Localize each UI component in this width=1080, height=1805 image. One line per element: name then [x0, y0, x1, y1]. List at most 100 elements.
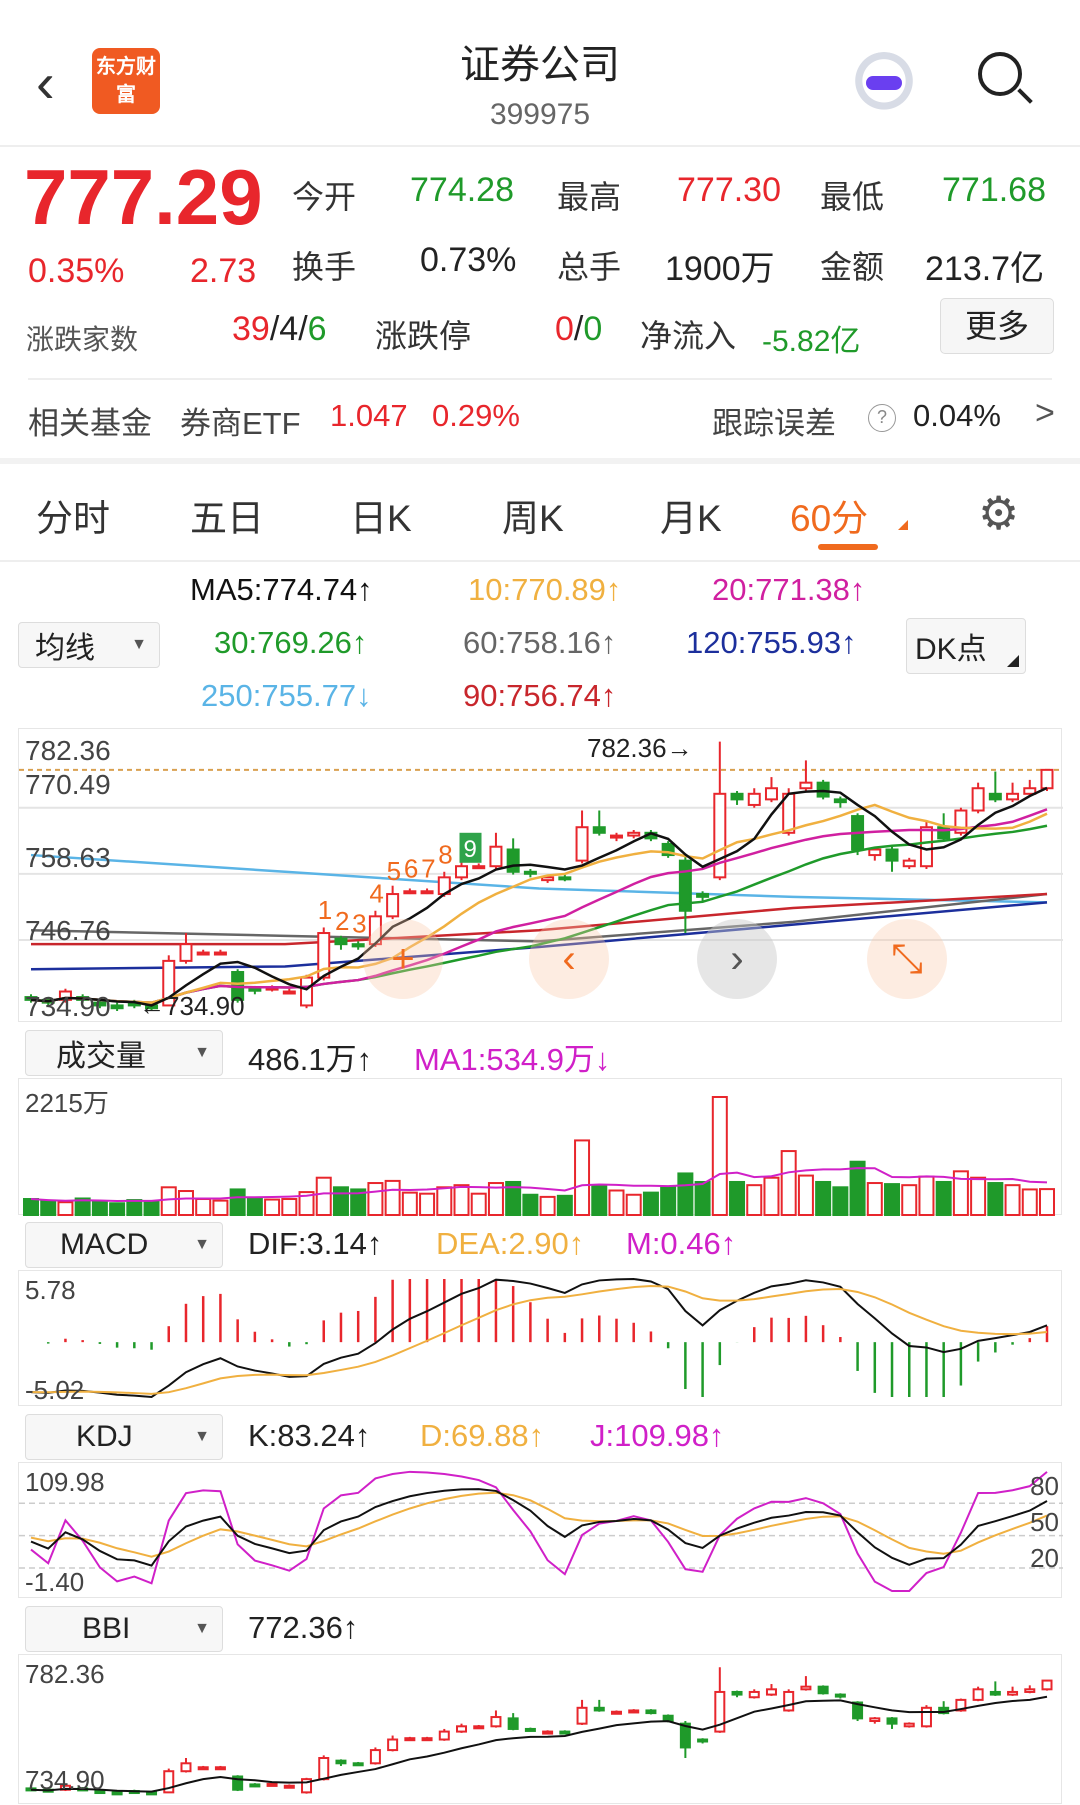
- tracking-value: 0.04%: [913, 398, 1001, 433]
- td-count-marker: 5: [387, 856, 401, 886]
- kline-candle: [747, 792, 761, 806]
- kdj-k-line: [30, 1488, 1048, 1567]
- help-icon[interactable]: ?: [868, 404, 896, 432]
- bbi-candle: [318, 1757, 330, 1781]
- bbi-candle: [576, 1706, 588, 1725]
- fullscreen-button[interactable]: ⤡: [867, 919, 947, 999]
- tab-monthly-k[interactable]: 月K: [660, 498, 722, 539]
- bbi-candle: [146, 1791, 158, 1796]
- tab-60min[interactable]: 60分: [790, 498, 869, 539]
- kline-candle: [627, 831, 641, 837]
- volume-bar: [608, 1189, 625, 1216]
- more-button[interactable]: 更多: [940, 298, 1054, 354]
- tab-daily-k[interactable]: 日K: [350, 498, 412, 539]
- fund-label: 相关基金: [28, 406, 152, 441]
- chevron-left-icon: ‹: [562, 936, 576, 981]
- ma90-line: [31, 892, 1048, 946]
- td-count-marker: 3: [352, 908, 366, 938]
- kline-candle: [58, 990, 72, 1001]
- bbi-chart: 782.36 734.90: [18, 1654, 1062, 1804]
- bbi-candle: [369, 1749, 381, 1765]
- kline-candle: [386, 893, 400, 918]
- search-icon[interactable]: [978, 52, 1034, 108]
- bbi-candle: [1007, 1690, 1019, 1696]
- volume-bar: [677, 1172, 694, 1216]
- volume-bar: [987, 1182, 1004, 1216]
- td-count-marker: 4: [369, 878, 383, 908]
- volume-bar: [884, 1183, 901, 1216]
- volume-bar: [487, 1182, 504, 1216]
- scroll-left-button[interactable]: ‹: [529, 919, 609, 999]
- macd-dea-line: [30, 1284, 1048, 1395]
- volume-bar: [1039, 1188, 1055, 1216]
- td-count-marker: 7: [421, 853, 435, 883]
- back-button[interactable]: ‹: [36, 51, 55, 114]
- volume-selector[interactable]: 成交量 ▼: [25, 1030, 223, 1076]
- ma-selector[interactable]: 均线 ▼: [18, 622, 160, 668]
- ma-legend-20: 20:771.38↑: [712, 572, 866, 607]
- volume-bar: [229, 1188, 246, 1216]
- bbi-candle: [869, 1717, 881, 1723]
- zoom-in-button[interactable]: +: [363, 919, 443, 999]
- kline-candle: [213, 951, 227, 956]
- tab-intraday[interactable]: 分时: [36, 498, 110, 539]
- scroll-right-button[interactable]: ›: [697, 919, 777, 999]
- kline-candle: [713, 792, 727, 879]
- kline-candle: [472, 865, 486, 870]
- bbi-candle: [903, 1722, 915, 1728]
- volume-bar: [970, 1176, 987, 1216]
- ma60-line: [30, 892, 1048, 943]
- kline-candle: [506, 848, 520, 873]
- breadth-value: 39/4/6: [232, 310, 327, 349]
- expand-icon: ⤡: [891, 936, 923, 981]
- kline-candle: [592, 826, 606, 834]
- bbi-candle: [645, 1709, 657, 1715]
- related-fund-row[interactable]: 相关基金 券商ETF 1.047 0.29% 跟踪误差 ? 0.04% >: [0, 390, 1080, 450]
- fund-pct: 0.29%: [432, 398, 520, 433]
- change-pct: 0.35%: [28, 252, 125, 290]
- kline-candle: [558, 876, 572, 881]
- kline-candle: [248, 987, 262, 992]
- volume-label: 总手: [557, 249, 622, 285]
- volume-value: 486.1万↑: [248, 1042, 373, 1077]
- page-title: 证券公司: [460, 43, 620, 87]
- kline-candle: [455, 865, 469, 879]
- bbi-candle: [507, 1717, 519, 1730]
- tab-five-day[interactable]: 五日: [190, 498, 264, 539]
- tab-weekly-k[interactable]: 周K: [502, 498, 564, 539]
- kline-candle: [988, 792, 1002, 801]
- kdj-top-label: 109.98: [25, 1467, 105, 1497]
- kline-candle: [696, 893, 710, 898]
- kline-candle: [730, 792, 744, 801]
- robot-assistant-icon[interactable]: [852, 52, 916, 116]
- macd-selector[interactable]: MACD ▼: [25, 1222, 223, 1268]
- volume-bar: [298, 1191, 315, 1216]
- macd-svg: [30, 1277, 1049, 1399]
- last-price: 777.29: [24, 153, 263, 241]
- volume-bar: [591, 1185, 608, 1216]
- volume-bar: [453, 1184, 470, 1216]
- settings-gear-icon[interactable]: ⚙: [978, 487, 1020, 539]
- bbi-candle: [697, 1738, 709, 1743]
- kdj-chart: 109.98 -1.40 80 50 20: [18, 1462, 1063, 1598]
- volume-value: 1900万: [665, 250, 775, 288]
- kdj-selector[interactable]: KDJ ▼: [25, 1414, 223, 1460]
- volume-bar: [143, 1200, 160, 1216]
- ma-selector-label: 均线: [35, 632, 95, 665]
- dropdown-icon: ▼: [131, 636, 147, 653]
- ma-legend-5: MA5:774.74↑: [190, 572, 373, 607]
- ma10-line: [30, 803, 1048, 1004]
- open-label: 今开: [292, 179, 357, 215]
- bbi-candle: [593, 1706, 605, 1712]
- dk-point-button[interactable]: DK点: [906, 618, 1026, 674]
- macd-dea: DEA:2.90↑: [436, 1226, 585, 1261]
- volume-bar: [177, 1190, 194, 1216]
- volume-bar: [350, 1188, 367, 1216]
- bbi-candle: [989, 1690, 1001, 1696]
- bbi-candle: [955, 1698, 967, 1712]
- kline-candle: [764, 787, 778, 801]
- ma5-line: [30, 786, 1048, 1007]
- bbi-selector[interactable]: BBI ▼: [25, 1606, 223, 1652]
- kline-candle: [678, 859, 692, 912]
